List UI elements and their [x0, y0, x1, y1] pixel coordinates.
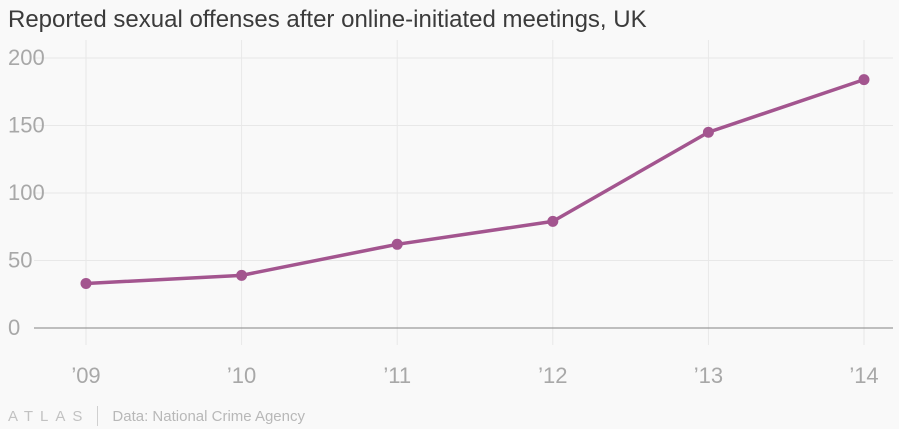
y-tick-label: 200	[8, 45, 45, 70]
series-line	[84, 77, 866, 286]
data-point	[236, 269, 248, 281]
x-tick-label: ’12	[538, 363, 567, 388]
grid-layer	[34, 40, 893, 345]
y-tick-label: 0	[8, 315, 20, 340]
brand-logo: ATLAS	[8, 407, 90, 425]
x-tick-label: ’09	[71, 363, 100, 388]
source-note: Data: National Crime Agency	[112, 407, 305, 425]
data-point	[858, 74, 870, 86]
x-tick-label: ’11	[383, 363, 411, 388]
series-layer	[80, 74, 870, 289]
y-tick-label: 100	[8, 180, 45, 205]
footer-divider	[97, 406, 99, 426]
x-tick-label: ’13	[694, 363, 723, 388]
x-axis-ticks: ’09 ’10 ’11 ’12 ’13 ’14	[71, 363, 878, 388]
x-tick-label: ’14	[849, 363, 878, 388]
data-point	[702, 126, 714, 138]
data-point	[80, 277, 92, 289]
data-point	[391, 238, 403, 250]
y-axis-ticks: 0 50 100 150 200	[8, 45, 45, 340]
data-point	[547, 215, 559, 227]
x-tick-label: ’10	[227, 363, 256, 388]
chart-title: Reported sexual offenses after online-in…	[8, 6, 647, 33]
footer: ATLAS Data: National Crime Agency	[8, 404, 305, 428]
y-tick-label: 50	[8, 248, 32, 273]
y-tick-label: 150	[8, 113, 45, 138]
